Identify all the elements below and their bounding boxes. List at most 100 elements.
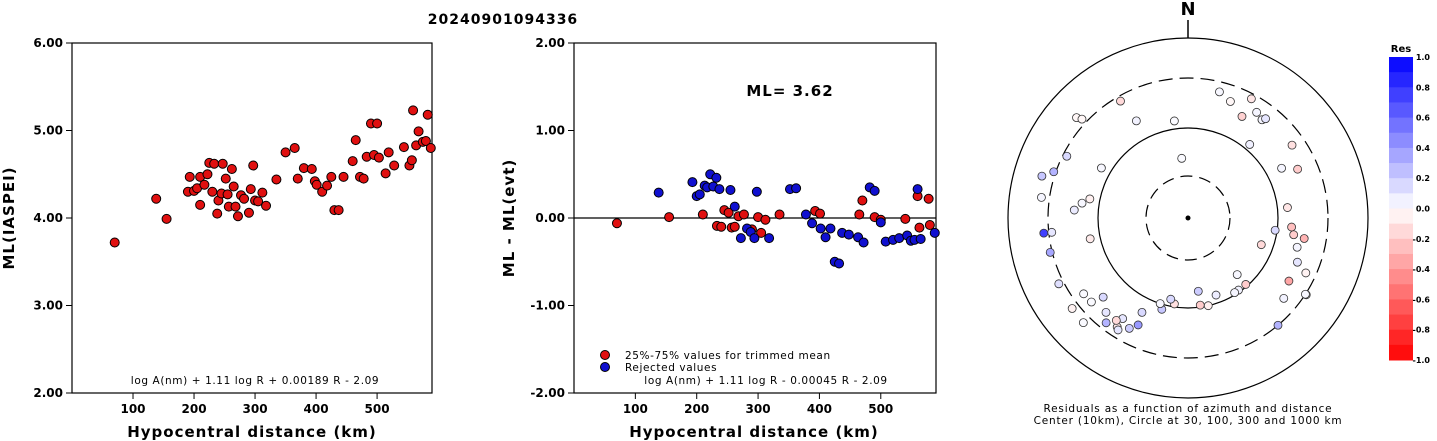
station-marker [1124, 323, 1134, 333]
range-circle-300km [1047, 77, 1329, 359]
colorbar-segment [1389, 102, 1413, 119]
x-tick-label: 400 [304, 402, 329, 416]
y-tick-label: 0.00 [535, 211, 565, 225]
station-marker [1086, 297, 1096, 307]
data-point [347, 156, 358, 167]
colorbar-tick-label: -0.6 [1413, 295, 1431, 304]
station-marker [1037, 193, 1046, 202]
data-point [875, 217, 886, 228]
data-point [257, 187, 268, 198]
station-marker [1045, 247, 1055, 257]
colorbar-segment [1389, 178, 1413, 194]
colorbar-segment [1389, 329, 1413, 346]
data-point [311, 179, 322, 190]
colorbar-tick-label: 0.0 [1416, 205, 1431, 214]
station-marker [1252, 107, 1262, 117]
data-point [800, 209, 811, 220]
x-tick-label: 200 [684, 402, 709, 416]
data-point [857, 195, 868, 206]
data-point [820, 232, 831, 243]
station-marker [1293, 257, 1302, 267]
data-point [226, 164, 237, 174]
colorbar-tick-label: 0.8 [1416, 83, 1431, 92]
y-tick-label: -2.00 [530, 386, 565, 400]
data-point [756, 227, 767, 238]
data-point [697, 209, 708, 220]
data-point [843, 229, 854, 240]
station-marker [1137, 307, 1147, 317]
x-axis-title: Hypocentral distance (km) [127, 423, 377, 441]
data-point [714, 184, 725, 195]
y-axis-title: ML(IASPEI) [0, 166, 18, 269]
formula-label: log A(nm) + 1.11 log R - 0.00045 R - 2.0… [644, 375, 887, 387]
data-point [209, 158, 220, 169]
data-point [239, 193, 250, 204]
data-point [653, 187, 664, 198]
data-point [222, 189, 233, 200]
data-point [161, 213, 172, 224]
caption-line-2: Center (10km), Circle at 30, 100, 300 an… [1034, 415, 1343, 427]
data-point [729, 221, 740, 232]
data-point [869, 185, 880, 196]
data-point [664, 212, 675, 223]
data-point [854, 209, 865, 220]
colorbar-segment [1389, 314, 1413, 331]
data-point [929, 227, 940, 238]
colorbar-tick-label: -0.2 [1413, 235, 1431, 244]
residual-colorbar: Res 1.0 0.8 0.6 0.4 0.2 0.0 -0.2 -0.4 -0.6 -0.8 -1… [1389, 44, 1430, 365]
station-marker [1284, 276, 1294, 286]
station-marker [1111, 315, 1121, 325]
station-marker [1245, 140, 1255, 149]
station-marker [1113, 325, 1123, 335]
data-point [807, 218, 818, 229]
data-point [383, 147, 394, 158]
station-marker [1232, 270, 1242, 280]
ml-value-label: ML= 3.62 [746, 82, 833, 100]
colorbar-tick-label: -1.0 [1413, 356, 1431, 365]
residual-distance-panel: ML - ML(evt) Hypocentral distance (km) M… [500, 36, 940, 441]
colorbar-tick-label: 1.0 [1416, 53, 1431, 62]
formula-label: log A(nm) + 1.11 log R + 0.00189 R - 2.0… [131, 375, 379, 387]
station-marker [1211, 290, 1221, 300]
data-point [243, 207, 254, 218]
data-point [280, 147, 291, 158]
station-marker [1237, 112, 1247, 121]
data-point [751, 186, 762, 197]
data-point [924, 220, 935, 230]
colorbar-segment [1389, 147, 1413, 164]
y-tick-label: 5.00 [33, 124, 63, 138]
data-point [232, 211, 243, 222]
data-point [729, 201, 740, 212]
colorbar-segment [1389, 117, 1413, 134]
data-point [738, 209, 749, 220]
colorbar-segment [1389, 57, 1413, 73]
data-point [261, 200, 272, 211]
colorbar-segment [1389, 238, 1413, 255]
range-circle-1000km [1007, 37, 1369, 399]
y-tick-label: 4.00 [33, 211, 63, 225]
station-marker [1049, 167, 1059, 177]
station-marker [1037, 171, 1047, 181]
data-point [230, 201, 241, 212]
legend-marker-trimmed [600, 350, 610, 360]
colorbar-segment [1389, 72, 1413, 88]
colorbar-segment [1389, 284, 1413, 300]
station-marker [1230, 288, 1240, 298]
station-marker [1301, 289, 1310, 299]
station-marker [1246, 94, 1256, 104]
station-marker [1203, 301, 1213, 311]
legend: 25%-75% values for trimmed mean Rejected… [600, 350, 830, 374]
data-point [199, 179, 210, 190]
x-tick-label: 500 [365, 402, 390, 416]
station-marker [1101, 318, 1111, 328]
data-point [723, 207, 734, 218]
station-marker [1077, 114, 1087, 124]
colorbar-segment [1389, 163, 1413, 179]
data-point [212, 208, 223, 219]
ml-distance-panel: ML(IASPEI) Hypocentral distance (km) log… [0, 36, 436, 441]
data-point [711, 172, 722, 183]
data-point [220, 173, 231, 184]
range-circle-100km [1097, 127, 1279, 309]
station-marker [1047, 227, 1057, 237]
